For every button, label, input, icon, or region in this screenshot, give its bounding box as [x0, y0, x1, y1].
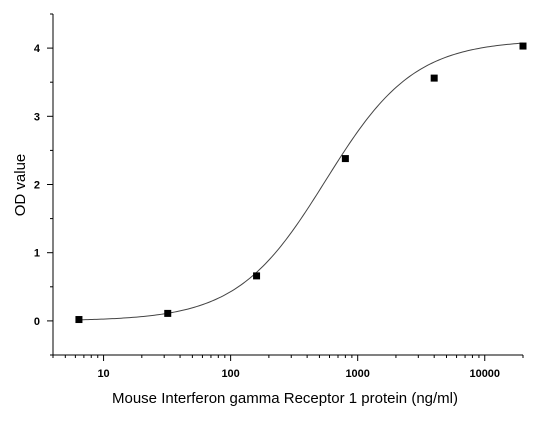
y-axis-title: OD value	[12, 154, 29, 217]
curve-layer	[78, 42, 524, 321]
data-point	[253, 272, 261, 280]
y-tick-label: 1	[34, 248, 40, 260]
data-point	[164, 309, 172, 317]
x-axis-title: Mouse Interferon gamma Receptor 1 protei…	[112, 390, 458, 407]
y-tick-label: 4	[34, 43, 41, 55]
data-point	[341, 155, 349, 163]
x-tick-label: 10000	[469, 368, 500, 380]
x-tick-label: 10	[97, 368, 109, 380]
y-tick-label: 0	[34, 316, 40, 328]
data-point	[75, 316, 83, 324]
y-tick-label: 2	[34, 180, 40, 192]
fit-curve	[78, 42, 524, 321]
axes-layer: 0 1 2 3 4 10 100 1000 10000	[34, 13, 524, 380]
data-point	[519, 42, 527, 50]
x-tick-label: 100	[221, 368, 239, 380]
points-layer	[75, 42, 527, 324]
data-point	[430, 74, 438, 82]
x-tick-label: 1000	[345, 368, 369, 380]
y-tick-label: 3	[34, 111, 40, 123]
